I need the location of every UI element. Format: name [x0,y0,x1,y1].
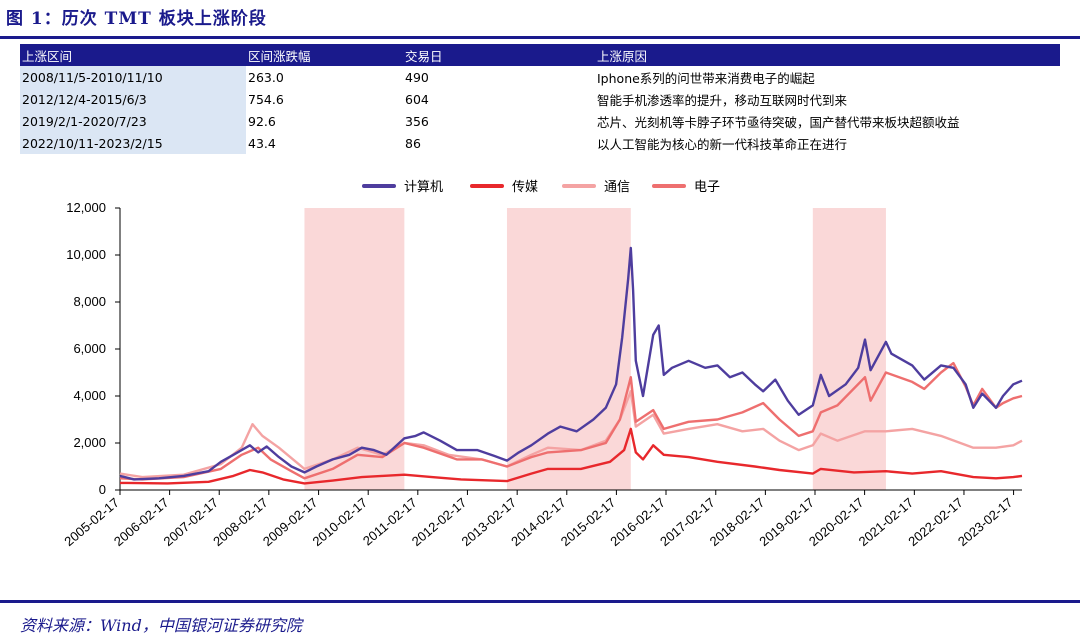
y-tick-label: 6,000 [73,341,106,356]
shaded-period [304,208,405,490]
table-row: 2008/11/5-2010/11/10 263.0 490 Iphone系列的… [20,66,1060,88]
series-lines [119,246,1023,485]
legend-item-electronics: 电子 [652,176,720,195]
series-line-3 [119,361,1023,481]
table-row: 2022/10/11-2023/2/15 43.4 86 以人工智能为核心的新一… [20,132,1060,154]
legend-item-computer: 计算机 [362,176,443,195]
table-row: 2012/12/4-2015/6/3 754.6 604 智能手机渗透率的提升，… [20,88,1060,110]
table-cell: 92.6 [248,113,276,129]
y-tick-label: 12,000 [66,200,106,215]
source-note: 资料来源：Wind，中国银河证券研究院 [20,616,302,635]
legend-item-media: 传媒 [470,176,538,195]
table-cell: 754.6 [248,91,284,107]
table-cell: 2019/2/1-2020/7/23 [20,110,246,132]
table-header-cell: 上涨区间 [20,44,246,66]
table-cell: 86 [405,135,421,151]
x-tick-label: 2023-02-17 [955,495,1016,549]
y-tick-label: 4,000 [73,388,106,403]
table-cell: 263.0 [248,69,284,85]
y-tick-label: 2,000 [73,435,106,450]
legend-label: 计算机 [404,180,444,195]
table-cell: 356 [405,113,429,129]
table-cell: 2022/10/11-2023/2/15 [20,132,246,154]
y-tick-label: 8,000 [73,294,106,309]
table-cell: 智能手机渗透率的提升，移动互联网时代到来 [597,92,848,108]
table-cell: 490 [405,69,429,85]
table-header-cell: 区间涨跌幅 [246,44,403,66]
table-cell: 604 [405,91,429,107]
shaded-period [812,208,886,490]
table-cell: 2012/12/4-2015/6/3 [20,88,246,110]
table-header-cell: 上涨原因 [595,44,1060,66]
table-header-row: 上涨区间 区间涨跌幅 交易日 上涨原因 [20,44,1060,66]
shaded-periods [304,208,886,490]
series-line-0 [119,246,1023,481]
figure-title: 图 1：历次 TMT 板块上涨阶段 [6,9,267,29]
table-row: 2019/2/1-2020/7/23 92.6 356 芯片、光刻机等卡脖子环节… [20,110,1060,132]
summary-table: 上涨区间 区间涨跌幅 交易日 上涨原因 2008/11/5-2010/11/10… [20,44,1060,154]
legend-label: 传媒 [512,180,539,195]
table-cell: 2008/11/5-2010/11/10 [20,66,246,88]
axes [115,207,1022,495]
legend-label: 通信 [604,180,631,195]
shaded-period [506,208,631,490]
footer-rule [0,600,1080,603]
table-cell: Iphone系列的问世带来消费电子的崛起 [597,70,815,86]
chart-legend: 计算机 传媒 通信 电子 [0,176,1080,198]
x-tick-label: 2010-02-17 [310,495,371,549]
y-tick-label: 0 [99,482,106,497]
title-rule [0,36,1080,39]
table-cell: 43.4 [248,135,276,151]
legend-item-telecom: 通信 [562,176,630,195]
table-cell: 以人工智能为核心的新一代科技革命正在进行 [597,136,848,152]
legend-swatch [562,183,596,188]
y-tick-label: 10,000 [66,247,106,262]
line-chart: 02,0004,0006,0008,00010,00012,0002005-02… [61,200,1023,549]
series-line-1 [119,427,1023,485]
legend-swatch [362,183,396,188]
legend-label: 电子 [694,180,721,195]
legend-swatch [652,183,686,188]
legend-swatch [470,183,504,188]
table-cell: 芯片、光刻机等卡脖子环节亟待突破，国产替代带来板块超额收益 [597,114,960,130]
table-header-cell: 交易日 [403,44,595,66]
